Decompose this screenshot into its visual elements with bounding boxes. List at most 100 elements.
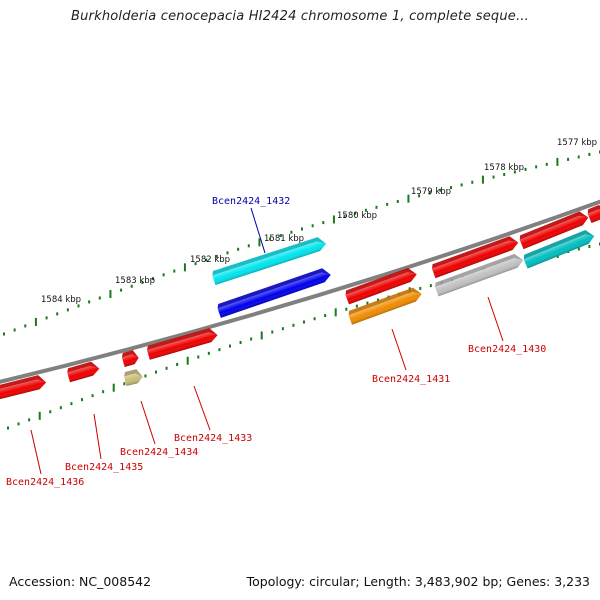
gene-label[interactable]: Bcen2424_1432 bbox=[212, 196, 290, 207]
minor-tick bbox=[364, 208, 367, 212]
minor-tick bbox=[197, 355, 200, 359]
gene-label[interactable]: Bcen2424_1436 bbox=[6, 477, 84, 488]
major-tick bbox=[183, 263, 186, 272]
minor-tick bbox=[88, 300, 91, 304]
label-leader-line bbox=[93, 413, 102, 460]
label-leader-line bbox=[487, 296, 504, 342]
minor-tick bbox=[24, 324, 27, 328]
minor-tick bbox=[123, 382, 126, 386]
minor-tick bbox=[577, 247, 580, 251]
minor-tick bbox=[162, 273, 165, 277]
gene-bcen2424-1430[interactable] bbox=[434, 252, 525, 297]
minor-tick bbox=[59, 406, 62, 410]
minor-tick bbox=[577, 155, 580, 159]
minor-tick bbox=[588, 245, 591, 249]
gene-red-1429[interactable] bbox=[518, 209, 590, 250]
gene-red-1431[interactable] bbox=[344, 266, 418, 305]
topology-text: Topology: circular; Length: 3,483,902 bp… bbox=[246, 574, 590, 589]
minor-tick bbox=[165, 366, 168, 370]
minor-tick bbox=[45, 316, 48, 320]
minor-tick bbox=[428, 191, 431, 195]
minor-tick bbox=[229, 344, 231, 348]
minor-tick bbox=[66, 308, 69, 312]
gene-red-1430a[interactable] bbox=[431, 234, 520, 279]
major-tick bbox=[186, 356, 189, 365]
minor-tick bbox=[226, 251, 229, 255]
minor-tick bbox=[460, 183, 463, 187]
minor-tick bbox=[375, 205, 378, 209]
minor-tick bbox=[56, 312, 59, 316]
minor-tick bbox=[345, 307, 348, 311]
minor-tick bbox=[303, 320, 305, 324]
gene-red-small[interactable] bbox=[121, 349, 140, 368]
kbp-label: 1582 kbp bbox=[190, 255, 230, 265]
minor-tick bbox=[218, 348, 221, 352]
minor-tick bbox=[503, 172, 506, 176]
accession-text: Accession: NC_008542 bbox=[9, 574, 152, 589]
inner-tick-track bbox=[7, 242, 600, 430]
gene-bcen2424-1431[interactable] bbox=[347, 286, 423, 325]
minor-tick bbox=[7, 426, 9, 430]
label-leader-line bbox=[30, 429, 42, 475]
minor-tick bbox=[207, 351, 210, 355]
minor-tick bbox=[366, 301, 369, 305]
minor-tick bbox=[418, 194, 421, 198]
minor-tick bbox=[545, 162, 548, 166]
minor-tick bbox=[281, 327, 284, 331]
minor-tick bbox=[152, 277, 154, 281]
major-tick bbox=[112, 383, 115, 392]
gene-label[interactable]: Bcen2424_1434 bbox=[120, 447, 198, 458]
minor-tick bbox=[250, 337, 253, 341]
major-tick bbox=[407, 194, 410, 203]
gene-label[interactable]: Bcen2424_1435 bbox=[65, 462, 143, 473]
gene-bcen2424-1434[interactable] bbox=[123, 368, 144, 387]
minor-tick bbox=[513, 170, 516, 174]
minor-tick bbox=[144, 374, 147, 378]
major-tick bbox=[332, 215, 335, 224]
gene-blue-partner[interactable] bbox=[216, 266, 332, 318]
minor-tick bbox=[290, 230, 293, 234]
minor-tick bbox=[194, 262, 197, 266]
minor-tick bbox=[313, 317, 316, 321]
minor-tick bbox=[77, 304, 80, 308]
minor-tick bbox=[141, 280, 144, 284]
gene-bcen2424-1433[interactable] bbox=[146, 326, 219, 360]
minor-tick bbox=[70, 402, 73, 406]
minor-tick bbox=[81, 398, 83, 402]
minor-tick bbox=[91, 394, 94, 398]
label-leader-line bbox=[140, 400, 156, 445]
gene-bcen2424-1436[interactable] bbox=[0, 374, 47, 401]
kbp-label: 1577 kbp bbox=[557, 138, 597, 148]
gene-label[interactable]: Bcen2424_1433 bbox=[174, 433, 252, 444]
major-tick bbox=[38, 411, 41, 420]
major-tick bbox=[556, 157, 559, 166]
gene-red-edge[interactable] bbox=[586, 203, 600, 224]
minor-tick bbox=[439, 188, 442, 192]
minor-tick bbox=[239, 340, 242, 344]
minor-tick bbox=[355, 304, 358, 308]
minor-tick bbox=[98, 296, 101, 300]
minor-tick bbox=[28, 418, 31, 422]
minor-tick bbox=[17, 422, 20, 426]
label-leader-line bbox=[391, 328, 407, 371]
minor-tick bbox=[535, 165, 538, 169]
gene-teal-1429[interactable] bbox=[522, 228, 596, 269]
minor-tick bbox=[343, 214, 346, 218]
gene-label[interactable]: Bcen2424_1430 bbox=[468, 344, 546, 355]
minor-tick bbox=[471, 180, 474, 184]
minor-tick bbox=[567, 157, 570, 161]
minor-tick bbox=[102, 390, 105, 394]
gene-label[interactable]: Bcen2424_1431 bbox=[372, 374, 450, 385]
kbp-label: 1581 kbp bbox=[264, 234, 304, 244]
minor-tick bbox=[247, 244, 250, 248]
gene-bcen2424-1432[interactable] bbox=[211, 235, 328, 285]
minor-tick bbox=[292, 323, 295, 327]
gene-bcen2424-1435[interactable] bbox=[66, 360, 101, 383]
minor-tick bbox=[492, 175, 495, 179]
minor-tick bbox=[173, 269, 176, 273]
major-tick bbox=[109, 290, 112, 299]
minor-tick bbox=[450, 186, 452, 190]
label-leader-line bbox=[250, 207, 266, 254]
minor-tick bbox=[13, 328, 16, 332]
